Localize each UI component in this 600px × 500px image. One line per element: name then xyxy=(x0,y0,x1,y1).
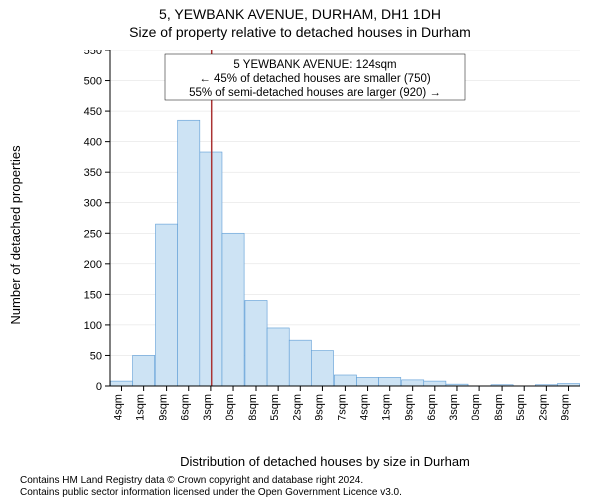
y-tick-label: 50 xyxy=(90,350,102,362)
x-tick-label: 423sqm xyxy=(448,394,460,420)
histogram-bar xyxy=(424,381,446,386)
histogram-bar xyxy=(267,328,289,386)
attribution-line1: Contains HM Land Registry data © Crown c… xyxy=(20,475,402,487)
title-address: 5, YEWBANK AVENUE, DURHAM, DH1 1DH xyxy=(0,6,600,24)
histogram-bar xyxy=(133,355,155,386)
y-tick-label: 500 xyxy=(84,76,102,88)
y-axis-title: Number of detached properties xyxy=(8,50,28,420)
y-tick-label: 350 xyxy=(84,167,102,179)
x-tick-label: 532sqm xyxy=(537,394,549,420)
histogram-bar xyxy=(200,152,222,386)
histogram-bar xyxy=(289,340,311,386)
x-tick-label: 232sqm xyxy=(291,394,303,420)
histogram-bar xyxy=(156,224,178,386)
histogram-bar xyxy=(334,375,356,386)
x-tick-label: 369sqm xyxy=(404,394,416,420)
histogram-bar xyxy=(402,380,424,386)
attribution-line2: Contains public sector information licen… xyxy=(20,487,402,499)
chart-area: 0 50 100 150 200 250 300 350 400 450 500 550 14sqm 41… xyxy=(70,50,580,420)
x-tick-label: 178sqm xyxy=(247,394,259,420)
y-tick-label: 0 xyxy=(96,381,102,393)
y-tick-label: 100 xyxy=(84,320,102,332)
histogram-bar xyxy=(245,300,267,386)
x-tick-label: 505sqm xyxy=(515,394,527,420)
x-tick-label: 341sqm xyxy=(381,394,393,420)
x-tick-label: 450sqm xyxy=(470,394,482,420)
histogram-chart: 0 50 100 150 200 250 300 350 400 450 500 550 14sqm 41… xyxy=(70,50,580,420)
x-tick-label: 314sqm xyxy=(359,394,371,420)
x-axis-title: Distribution of detached houses by size … xyxy=(70,454,580,469)
x-tick-label: 396sqm xyxy=(426,394,438,420)
legend-line1: 5 YEWBANK AVENUE: 124sqm xyxy=(233,59,396,71)
x-tick-label: 69sqm xyxy=(158,394,170,420)
title-subtitle: Size of property relative to detached ho… xyxy=(0,24,600,42)
x-tick-label: 123sqm xyxy=(202,394,214,420)
histogram-bar xyxy=(311,351,333,386)
y-tick-label: 250 xyxy=(84,228,102,240)
y-tick-label: 550 xyxy=(84,50,102,57)
attribution: Contains HM Land Registry data © Crown c… xyxy=(20,475,402,498)
x-tick-label: 205sqm xyxy=(269,394,281,420)
histogram-bar xyxy=(222,233,244,386)
x-tick-label: 259sqm xyxy=(313,394,325,420)
histogram-bar xyxy=(110,381,132,386)
x-tick-label: 41sqm xyxy=(135,394,147,420)
x-tick-label: 150sqm xyxy=(224,394,236,420)
legend-line2: ← 45% of detached houses are smaller (75… xyxy=(199,73,431,85)
x-tick-label: 559sqm xyxy=(560,394,572,420)
x-tick-label: 14sqm xyxy=(112,394,124,420)
y-tick-label: 400 xyxy=(84,137,102,149)
y-tick-label: 450 xyxy=(84,106,102,118)
x-tick-label: 96sqm xyxy=(180,394,192,420)
titles: 5, YEWBANK AVENUE, DURHAM, DH1 1DH Size … xyxy=(0,0,600,41)
histogram-bar xyxy=(178,120,200,386)
y-tick-label: 200 xyxy=(84,259,102,271)
histogram-bar xyxy=(356,377,378,386)
x-tick-label: 478sqm xyxy=(493,394,505,420)
legend-line3: 55% of semi-detached houses are larger (… xyxy=(189,87,441,99)
histogram-bar xyxy=(379,377,401,386)
y-tick-label: 150 xyxy=(84,289,102,301)
y-tick-label: 300 xyxy=(84,198,102,210)
x-tick-label: 287sqm xyxy=(336,394,348,420)
